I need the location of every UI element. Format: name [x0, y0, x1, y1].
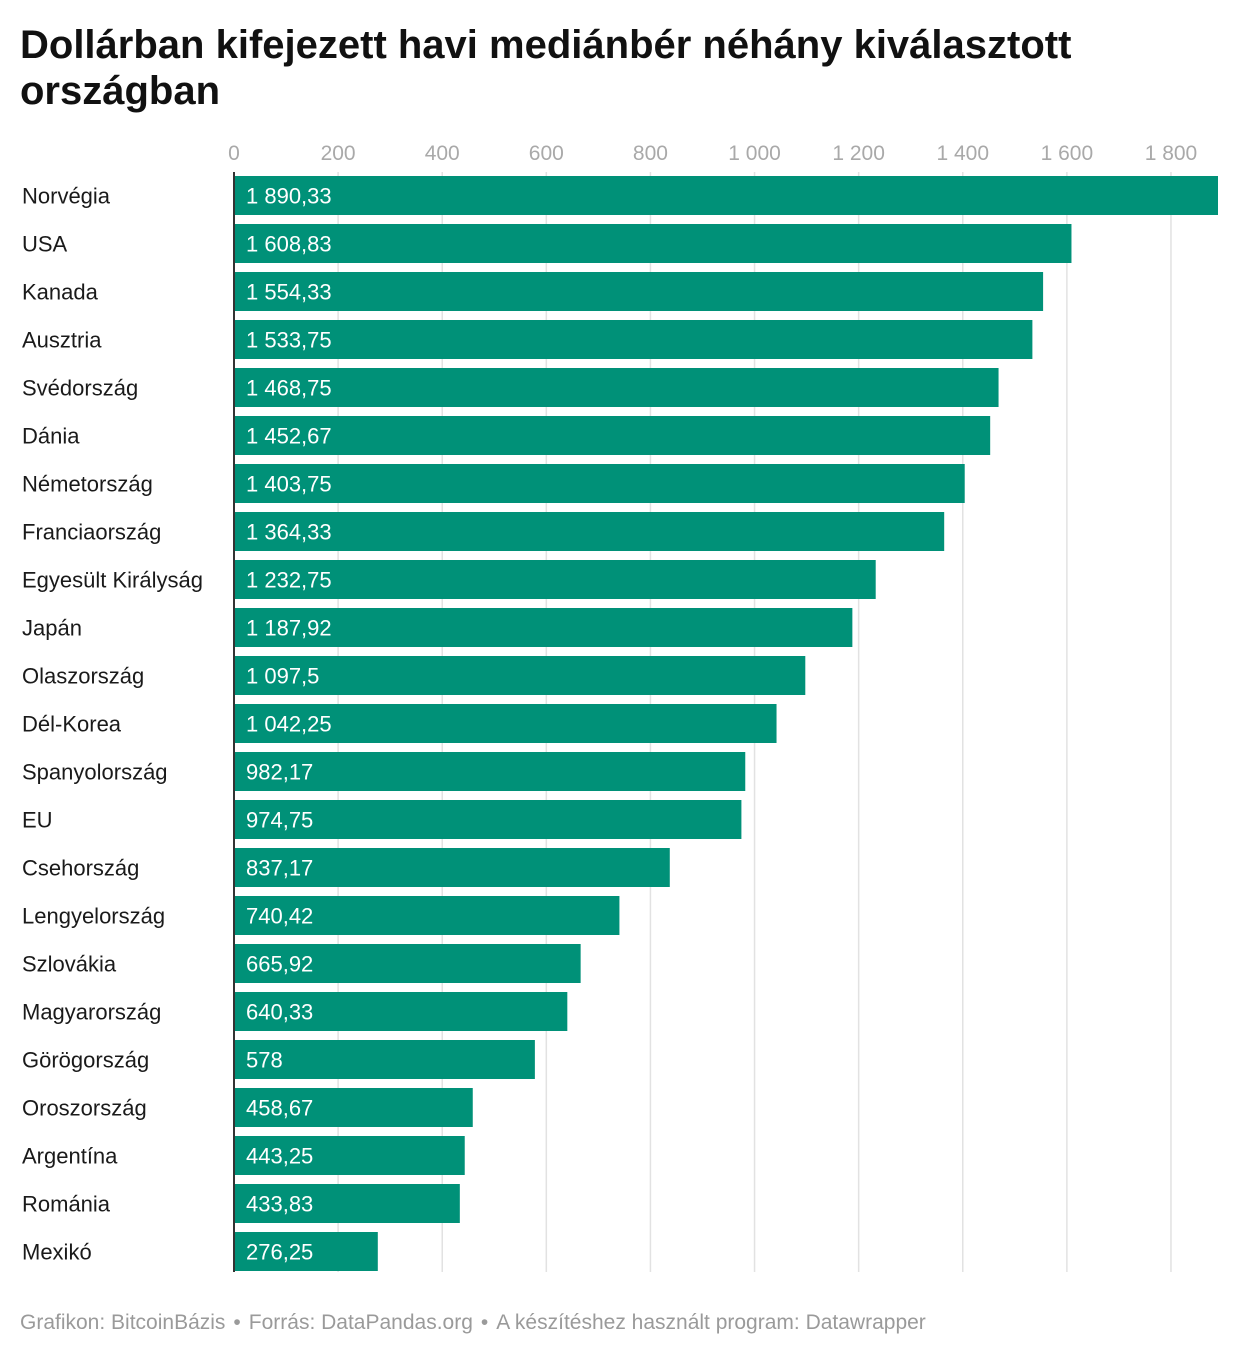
bar — [234, 464, 965, 503]
bar — [234, 704, 777, 743]
bar — [234, 656, 806, 695]
category-label: Olaszország — [22, 664, 144, 689]
bar — [234, 800, 742, 839]
value-label: 1 533,75 — [246, 328, 332, 353]
category-label: Németország — [22, 472, 153, 497]
x-tick-label: 800 — [633, 142, 668, 165]
bar — [234, 848, 670, 887]
category-label: Japán — [22, 616, 82, 641]
category-label: Görögország — [22, 1048, 149, 1073]
x-tick-label: 1 600 — [1041, 142, 1094, 165]
category-label: Spanyolország — [22, 760, 168, 785]
value-label: 1 232,75 — [246, 568, 332, 593]
value-label: 458,67 — [246, 1096, 313, 1121]
chart-title: Dollárban kifejezett havi mediánbér néhá… — [20, 23, 1072, 113]
bar — [234, 320, 1033, 359]
x-tick-label: 600 — [529, 142, 564, 165]
value-label: 1 468,75 — [246, 376, 332, 401]
value-label: 1 042,25 — [246, 712, 332, 737]
bar — [234, 608, 853, 647]
category-label: Szlovákia — [22, 952, 117, 977]
bar — [234, 1040, 535, 1079]
x-tick-label: 1 800 — [1145, 142, 1198, 165]
bar — [234, 416, 991, 455]
value-label: 974,75 — [246, 808, 313, 833]
x-tick-label: 0 — [228, 142, 240, 165]
bar — [234, 944, 581, 983]
bar — [234, 176, 1218, 215]
bar — [234, 752, 746, 791]
category-label: Magyarország — [22, 1000, 161, 1025]
bar — [234, 368, 999, 407]
value-label: 433,83 — [246, 1192, 313, 1217]
value-label: 837,17 — [246, 856, 313, 881]
category-label: Svédország — [22, 376, 138, 401]
footer-credit: Grafikon: BitcoinBázis — [20, 1311, 226, 1334]
value-label: 1 554,33 — [246, 280, 332, 305]
value-label: 1 403,75 — [246, 472, 332, 497]
bar — [234, 1088, 473, 1127]
bar — [234, 272, 1044, 311]
value-label: 1 608,83 — [246, 232, 332, 257]
value-label: 1 890,33 — [246, 184, 332, 209]
category-label: Románia — [22, 1192, 111, 1217]
category-label: Lengyelország — [22, 904, 165, 929]
category-label: EU — [22, 808, 53, 833]
category-label: Ausztria — [22, 328, 102, 353]
x-tick-label: 400 — [425, 142, 460, 165]
bar — [234, 1184, 460, 1223]
category-label: Csehország — [22, 856, 139, 881]
value-label: 1 364,33 — [246, 520, 332, 545]
bar — [234, 224, 1072, 263]
x-tick-label: 1 400 — [936, 142, 989, 165]
category-label: USA — [22, 232, 68, 257]
x-tick-label: 200 — [321, 142, 356, 165]
bar — [234, 992, 568, 1031]
footer-source: Forrás: DataPandas.org — [248, 1311, 473, 1334]
category-label: Norvégia — [22, 184, 111, 209]
category-label: Kanada — [22, 280, 99, 305]
bar — [234, 1136, 465, 1175]
value-label: 1 187,92 — [246, 616, 332, 641]
value-label: 578 — [246, 1048, 283, 1073]
bar — [234, 896, 620, 935]
bar — [234, 512, 945, 551]
value-label: 665,92 — [246, 952, 313, 977]
footer-separator: • — [233, 1311, 241, 1334]
value-label: 640,33 — [246, 1000, 313, 1025]
category-label: Argentína — [22, 1144, 118, 1169]
bar — [234, 1232, 378, 1271]
category-label: Dél-Korea — [22, 712, 122, 737]
value-label: 982,17 — [246, 760, 313, 785]
category-label: Oroszország — [22, 1096, 147, 1121]
x-tick-label: 1 200 — [832, 142, 885, 165]
bar-chart: 0 200 400 600 800 1 000 1 200 1 400 1 600 1 800 No… — [22, 142, 1218, 1272]
value-label: 1 097,5 — [246, 664, 319, 689]
category-label: Egyesült Királyság — [22, 568, 203, 593]
footer-tool: A készítéshez használt program: Datawrap… — [496, 1311, 926, 1334]
value-label: 1 452,67 — [246, 424, 332, 449]
footer-separator: • — [480, 1311, 489, 1334]
value-label: 443,25 — [246, 1144, 313, 1169]
category-label: Dánia — [22, 424, 80, 449]
value-label: 276,25 — [246, 1240, 313, 1265]
value-label: 740,42 — [246, 904, 313, 929]
category-label: Mexikó — [22, 1240, 92, 1265]
footer: Grafikon: BitcoinBázis • Forrás: DataPanda… — [20, 1311, 926, 1335]
category-label: Franciaország — [22, 520, 161, 545]
x-tick-label: 1 000 — [728, 142, 781, 165]
bar — [234, 560, 876, 599]
